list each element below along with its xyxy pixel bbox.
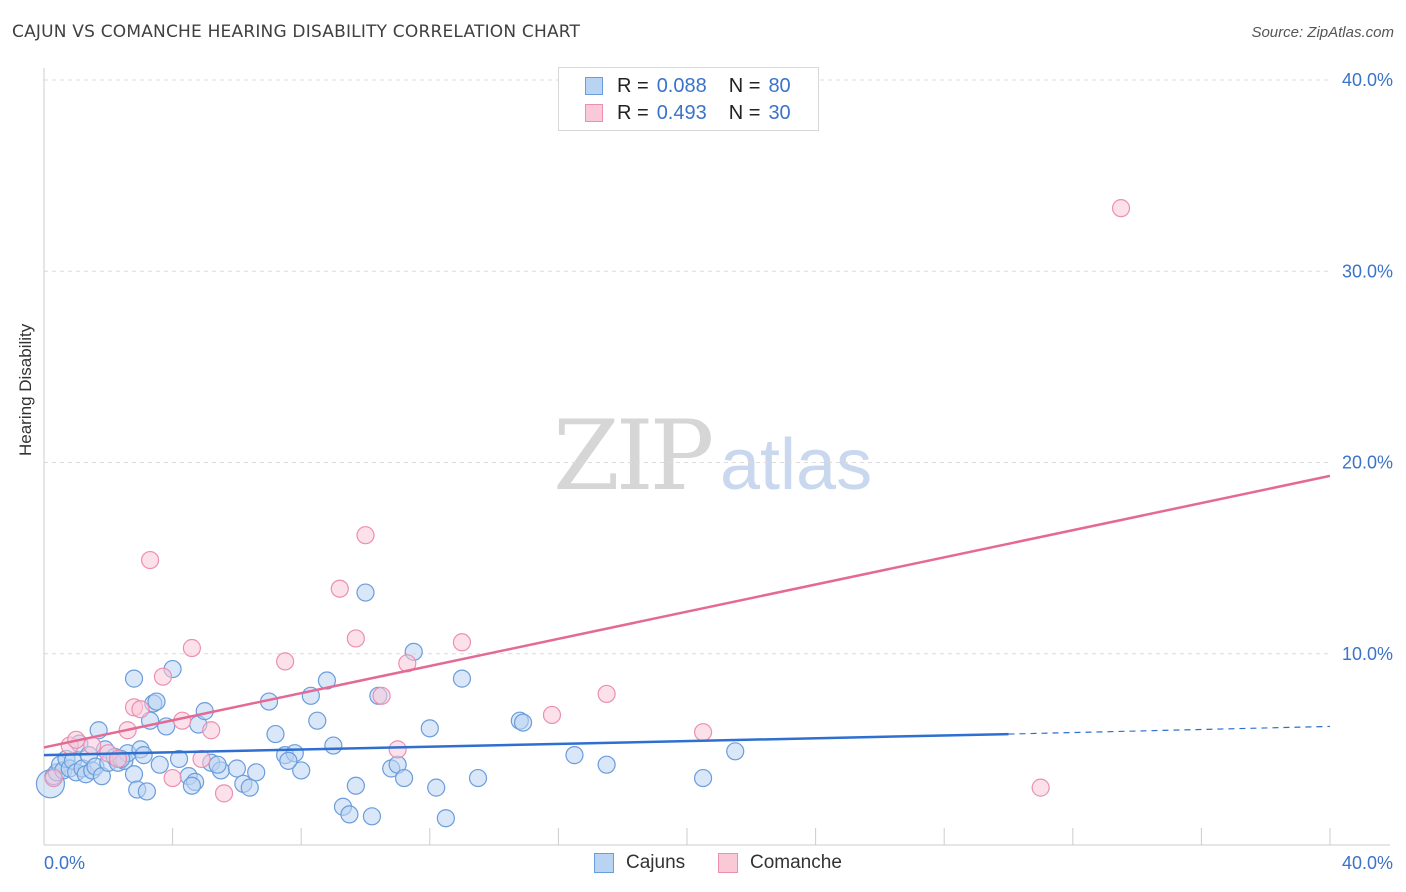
cajuns-point bbox=[468, 768, 488, 788]
cajuns-point bbox=[292, 761, 311, 780]
n-label: N = bbox=[728, 101, 761, 124]
n-value: 80 bbox=[768, 74, 791, 97]
cajuns-point bbox=[147, 692, 166, 711]
comanche-point bbox=[202, 721, 221, 740]
cajuns-swatch bbox=[585, 77, 603, 95]
comanche-point bbox=[276, 652, 295, 671]
comanche-point bbox=[346, 629, 365, 648]
cajuns-point bbox=[356, 583, 375, 602]
comanche-point bbox=[693, 723, 713, 742]
cajuns-point bbox=[340, 805, 359, 824]
legend-label-cajuns: Cajuns bbox=[626, 852, 686, 873]
cajuns-trend-extension bbox=[1008, 725, 1331, 735]
cajuns-point bbox=[240, 778, 259, 797]
comanche-point bbox=[330, 579, 349, 598]
comanche-point bbox=[597, 684, 616, 704]
legend-label-comanche: Comanche bbox=[750, 852, 842, 873]
comanche-point bbox=[182, 638, 201, 658]
r-label: R = bbox=[617, 101, 649, 124]
watermark-atlas: atlas bbox=[720, 425, 873, 505]
watermark-zip: ZIP bbox=[553, 400, 714, 512]
cajuns-point bbox=[124, 669, 144, 688]
cajuns-point bbox=[208, 755, 227, 774]
n-value: 30 bbox=[768, 101, 791, 124]
series-legend: Cajuns Comanche bbox=[0, 852, 1406, 878]
cajuns-point bbox=[150, 755, 169, 774]
cajuns-point bbox=[247, 763, 266, 782]
y-tick-label: 20.0% bbox=[1342, 453, 1393, 473]
comanche-swatch bbox=[585, 104, 603, 122]
cajuns-point bbox=[134, 746, 153, 765]
cajuns-point bbox=[308, 711, 327, 730]
correlation-legend: R = 0.088 N = 80 R = 0.493 N = 30 bbox=[558, 67, 819, 131]
cajuns-point bbox=[597, 755, 616, 774]
n-label: N = bbox=[728, 74, 761, 97]
legend-item-comanche[interactable]: Comanche bbox=[718, 852, 842, 874]
cajuns-point bbox=[513, 713, 533, 732]
y-tick-label: 40.0% bbox=[1342, 70, 1393, 90]
cajuns-trend-line bbox=[43, 732, 1009, 757]
legend-row-cajuns: R = 0.088 N = 80 bbox=[585, 73, 791, 99]
cajuns-legend-swatch bbox=[594, 853, 614, 873]
comanche-point bbox=[163, 768, 182, 788]
cajuns-point bbox=[726, 742, 745, 761]
r-value: 0.493 bbox=[656, 101, 707, 124]
cajuns-point bbox=[346, 776, 365, 795]
cajuns-point bbox=[279, 751, 298, 770]
legend-item-cajuns[interactable]: Cajuns bbox=[594, 852, 685, 874]
r-value: 0.088 bbox=[656, 74, 707, 97]
comanche-point bbox=[388, 740, 407, 759]
chart-title: CAJUN VS COMANCHE HEARING DISABILITY COR… bbox=[12, 22, 581, 42]
cajuns-point bbox=[317, 671, 337, 690]
cajuns-point bbox=[427, 778, 446, 797]
source-label: Source: ZipAtlas.com bbox=[1251, 24, 1394, 41]
legend-row-comanche: R = 0.493 N = 30 bbox=[585, 100, 791, 126]
y-tick-label: 30.0% bbox=[1342, 261, 1393, 281]
comanche-point bbox=[452, 633, 472, 652]
comanche-point bbox=[140, 550, 160, 570]
comanche-point bbox=[153, 667, 173, 686]
cajuns-point bbox=[124, 765, 144, 784]
cajuns-point bbox=[420, 719, 439, 738]
cajuns-point bbox=[227, 759, 246, 778]
cajuns-point bbox=[324, 736, 343, 755]
cajuns-point bbox=[266, 724, 285, 744]
cajuns-point bbox=[362, 807, 382, 826]
cajuns-point bbox=[394, 768, 414, 788]
comanche-trend-line bbox=[43, 474, 1331, 749]
x-tick-label: 0.0% bbox=[44, 853, 85, 873]
y-axis-title: Hearing Disability bbox=[16, 323, 35, 456]
cajuns-point bbox=[182, 776, 201, 795]
comanche-point bbox=[356, 526, 375, 545]
y-tick-label: 10.0% bbox=[1342, 644, 1393, 664]
x-tick-label: 40.0% bbox=[1342, 853, 1393, 873]
cajuns-point bbox=[452, 669, 472, 688]
comanche-point bbox=[214, 784, 234, 803]
comanche-point bbox=[44, 768, 63, 788]
r-label: R = bbox=[617, 74, 649, 97]
cajuns-point bbox=[693, 768, 713, 788]
cajuns-point bbox=[137, 782, 156, 801]
comanche-point bbox=[1111, 199, 1131, 218]
cajuns-point bbox=[565, 746, 584, 765]
cajuns-point bbox=[169, 749, 189, 769]
comanche-legend-swatch bbox=[718, 853, 738, 873]
cajuns-point bbox=[436, 809, 455, 828]
comanche-point bbox=[542, 705, 562, 725]
comanche-point bbox=[131, 700, 150, 719]
comanche-point bbox=[372, 686, 391, 705]
comanche-point bbox=[1031, 778, 1050, 797]
